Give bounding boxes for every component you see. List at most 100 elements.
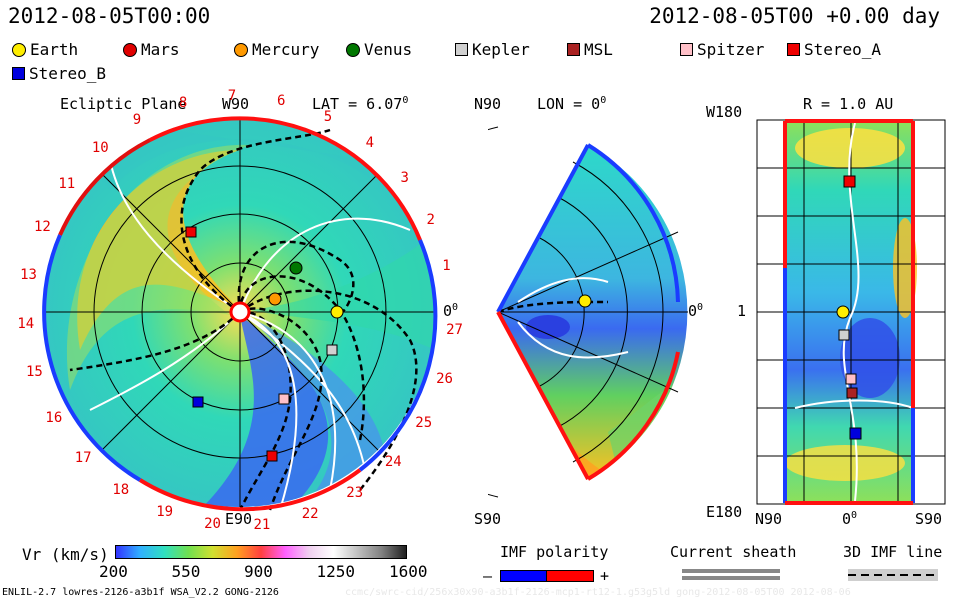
carrington-label: 11: [58, 176, 76, 193]
carrington-label: 27: [446, 322, 463, 339]
legend-label: Spitzer: [697, 40, 765, 59]
venus-circle-icon: [346, 42, 360, 57]
current-sheath-swatch-2: [682, 576, 780, 580]
carrington-label: 12: [34, 219, 51, 236]
carrington-label: 19: [156, 504, 174, 521]
legend-item-mars: Mars: [123, 40, 180, 59]
imf-line-title: 3D IMF line: [843, 543, 943, 561]
lat-label: LAT = 6.070: [312, 95, 409, 113]
legend-label: Stereo_A: [804, 40, 882, 59]
carrington-label: 2: [426, 211, 435, 228]
carrington-label: 21: [253, 516, 271, 533]
s90-label: S90: [474, 510, 502, 528]
ecliptic-plane-plot: [42, 116, 438, 512]
legend-label: Mercury: [252, 40, 320, 59]
spitzer-marker: [278, 393, 290, 405]
carrington-label: 25: [415, 415, 433, 432]
carrington-label: 5: [323, 108, 333, 125]
mercury-circle-icon: [234, 42, 248, 57]
imf-negative-bar: [500, 570, 547, 582]
s90-x-label: S90: [915, 510, 943, 528]
carrington-label: 24: [384, 454, 402, 471]
imf-minus: –: [483, 567, 493, 585]
carrington-label: 13: [20, 266, 37, 283]
lon-label: LON = 00: [537, 95, 607, 113]
left-timestamp: 2012-08-05T00:00: [8, 4, 211, 28]
n90-x-label: N90: [755, 510, 783, 528]
carrington-label: 14: [17, 315, 35, 332]
mars-circle-icon: [123, 42, 137, 57]
meridional-earth-marker: [578, 294, 592, 308]
stereo-a-marker: [266, 450, 278, 462]
venus-marker: [289, 261, 303, 275]
colorbar-label: Vr (km/s): [22, 545, 109, 564]
current-sheath-title: Current sheath: [670, 543, 797, 561]
map-kepler-marker: [838, 329, 850, 341]
carrington-label: 26: [436, 370, 453, 387]
carrington-label: 23: [346, 485, 364, 502]
legend-label: Kepler: [472, 40, 530, 59]
w180-label: W180: [706, 103, 743, 121]
e180-label: E180: [706, 503, 743, 521]
carrington-label: 20: [204, 516, 221, 533]
map-earth-marker: [836, 305, 850, 319]
kepler-square-icon: [455, 43, 468, 56]
footer-right: ccmc/swrc-cid/256x30x90-a3b1f-2126-mcp1-…: [345, 587, 851, 598]
carrington-label: 1: [442, 258, 451, 275]
legend-item-venus: Venus: [346, 40, 412, 59]
earth-marker: [330, 305, 344, 319]
w90-label: W90: [222, 95, 250, 113]
colorbar-tick-label: 550: [171, 562, 201, 581]
ecl-0-label: 00: [443, 302, 459, 320]
legend-item-msl: MSL: [567, 40, 613, 59]
imf-polarity-title: IMF polarity: [500, 543, 609, 561]
earth-circle-icon: [12, 42, 26, 57]
carrington-label: 16: [45, 409, 63, 426]
mer-0-label: 00: [688, 302, 704, 320]
carrington-label: 18: [112, 481, 130, 498]
colorbar-tick-label: 1250: [316, 562, 356, 581]
legend-label: Mars: [141, 40, 180, 59]
footer-left: ENLIL-2.7 lowres-2126-a3b1f WSA_V2.2 GON…: [2, 587, 279, 598]
kepler-marker: [326, 344, 338, 356]
map-stereo-b-marker: [849, 427, 862, 440]
carrington-label: 22: [301, 506, 319, 523]
map-spitzer-marker: [845, 373, 857, 385]
msl-square-icon: [567, 43, 580, 56]
e90-label: E90: [225, 510, 253, 528]
map-msl-marker: [846, 387, 858, 399]
mars-marker: [185, 226, 197, 238]
legend-item-mercury: Mercury: [234, 40, 319, 59]
carrington-label: 3: [400, 169, 409, 186]
imf-plus: +: [600, 567, 610, 585]
colorbar-tick-label: 1600: [389, 562, 428, 581]
carrington-label: 15: [25, 364, 43, 381]
r-au-title: R = 1.0 AU: [803, 95, 894, 113]
legend-label: Venus: [364, 40, 413, 59]
carrington-label: 9: [132, 112, 142, 129]
stereo-b-square-icon: [12, 67, 25, 80]
legend-label: MSL: [584, 40, 613, 59]
carrington-label: 10: [91, 139, 109, 156]
n90-label: N90: [474, 95, 502, 113]
right-timestamp: 2012-08-05T00 +0.00 day: [649, 4, 940, 28]
current-sheath-swatch: [682, 569, 780, 573]
colorbar-tick-label: 200: [99, 562, 128, 581]
ecliptic-title: Ecliptic Plane: [60, 95, 187, 113]
stereo-a-square-icon: [787, 43, 800, 56]
carrington-label: 6: [276, 92, 286, 109]
stereo-b-marker: [192, 396, 204, 408]
r-au-map: [756, 119, 946, 505]
imf-line-swatch: [848, 569, 938, 581]
carrington-label: 4: [365, 134, 375, 151]
legend-label: Earth: [30, 40, 79, 59]
legend-item-stereo-b: Stereo_B: [12, 64, 106, 83]
colorbar-tick-label: 900: [244, 562, 273, 581]
carrington-label: 17: [74, 449, 92, 466]
legend-item-stereo-a: Stereo_A: [787, 40, 881, 59]
carrington-label: 7: [227, 88, 237, 105]
legend-item-kepler: Kepler: [455, 40, 530, 59]
mercury-marker: [268, 292, 282, 306]
carrington-label: 8: [178, 94, 188, 111]
imf-positive-bar: [546, 570, 594, 582]
